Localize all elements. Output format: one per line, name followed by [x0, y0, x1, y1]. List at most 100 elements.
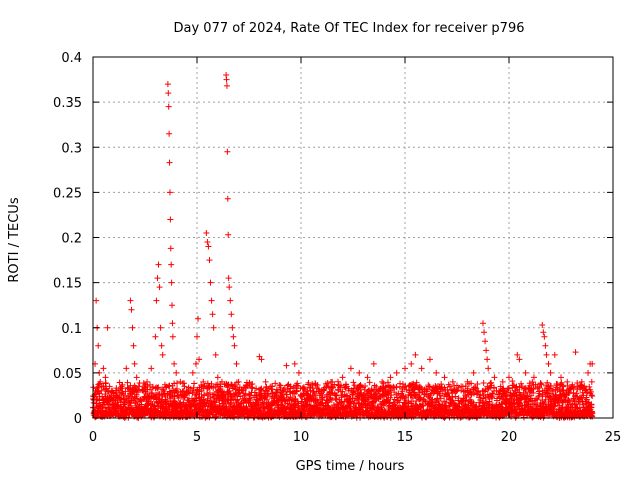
- data-point: [393, 384, 400, 391]
- data-point: [204, 239, 211, 246]
- data-point: [156, 284, 163, 291]
- data-point: [207, 279, 214, 286]
- data-point: [100, 365, 107, 372]
- data-point: [119, 381, 126, 388]
- data-point: [482, 387, 489, 394]
- data-point: [200, 378, 207, 385]
- data-point: [584, 389, 591, 396]
- data-point: [474, 380, 481, 387]
- data-point: [586, 383, 593, 390]
- data-point: [486, 398, 493, 405]
- data-point: [162, 397, 169, 404]
- data-point: [395, 390, 402, 397]
- data-point: [277, 382, 284, 389]
- data-point: [231, 342, 238, 349]
- y-tick-label: 0.15: [53, 277, 82, 292]
- data-point: [257, 386, 264, 393]
- data-point: [233, 360, 240, 367]
- data-point: [203, 229, 210, 236]
- data-point: [589, 360, 596, 367]
- data-point: [314, 382, 321, 389]
- data-point: [576, 404, 583, 411]
- data-point: [449, 378, 456, 385]
- data-point: [237, 400, 244, 407]
- data-point: [294, 380, 301, 387]
- data-point: [166, 130, 173, 137]
- data-point: [437, 395, 444, 402]
- data-point: [402, 365, 408, 372]
- data-point: [570, 385, 577, 392]
- chart-title: Day 077 of 2024, Rate Of TEC Index for r…: [174, 21, 525, 36]
- data-point: [446, 383, 453, 390]
- data-point: [513, 383, 520, 390]
- data-point: [436, 392, 443, 399]
- data-point: [181, 380, 188, 387]
- data-point: [231, 383, 238, 390]
- data-point: [431, 399, 438, 406]
- data-point: [169, 333, 176, 340]
- data-point: [542, 342, 549, 349]
- data-point: [441, 374, 448, 381]
- data-point: [194, 401, 200, 408]
- data-point: [506, 374, 512, 381]
- data-point: [588, 401, 595, 408]
- data-point: [493, 395, 500, 402]
- data-point: [529, 379, 536, 386]
- data-point: [214, 374, 221, 381]
- data-point: [384, 379, 391, 386]
- data-point: [171, 360, 178, 367]
- data-point: [433, 369, 440, 376]
- data-point: [166, 159, 173, 166]
- data-point: [539, 322, 546, 329]
- data-point: [195, 315, 202, 322]
- data-point: [102, 380, 109, 387]
- data-point: [158, 342, 165, 349]
- data-point: [291, 360, 298, 367]
- data-point: [589, 410, 596, 417]
- data-point: [397, 380, 404, 387]
- data-point: [227, 297, 234, 304]
- data-point: [588, 378, 595, 385]
- data-point: [209, 311, 216, 318]
- data-point: [155, 261, 162, 268]
- data-point: [166, 189, 173, 196]
- data-point: [196, 356, 203, 363]
- data-point: [544, 379, 551, 386]
- y-tick-label: 0.2: [61, 232, 82, 247]
- data-point: [491, 374, 498, 381]
- data-point: [324, 380, 331, 387]
- data-point: [305, 379, 312, 386]
- data-point: [330, 384, 337, 391]
- data-point: [540, 329, 547, 336]
- data-point: [489, 391, 496, 398]
- data-point: [482, 338, 489, 345]
- data-point: [393, 369, 400, 376]
- data-point: [496, 414, 503, 421]
- data-point: [452, 393, 459, 400]
- data-point: [249, 380, 256, 387]
- data-point: [464, 385, 471, 392]
- data-point: [283, 391, 290, 398]
- data-point: [173, 369, 180, 376]
- data-point: [104, 324, 111, 331]
- data-point: [165, 103, 172, 110]
- data-point: [106, 383, 113, 390]
- data-point: [157, 324, 164, 331]
- data-point: [234, 397, 241, 404]
- data-point: [230, 333, 237, 340]
- data-point: [164, 81, 171, 88]
- data-point: [226, 387, 233, 394]
- x-tick-label: 25: [605, 430, 622, 445]
- data-point: [167, 245, 174, 252]
- data-point: [247, 399, 254, 406]
- data-point: [194, 333, 200, 340]
- data-point: [155, 384, 162, 391]
- data-point: [480, 320, 486, 327]
- data-point: [205, 243, 212, 250]
- data-point: [573, 390, 580, 397]
- data-point: [421, 397, 428, 404]
- data-point: [491, 384, 498, 391]
- data-point: [481, 329, 488, 336]
- grid: [93, 57, 613, 418]
- data-point: [537, 380, 544, 387]
